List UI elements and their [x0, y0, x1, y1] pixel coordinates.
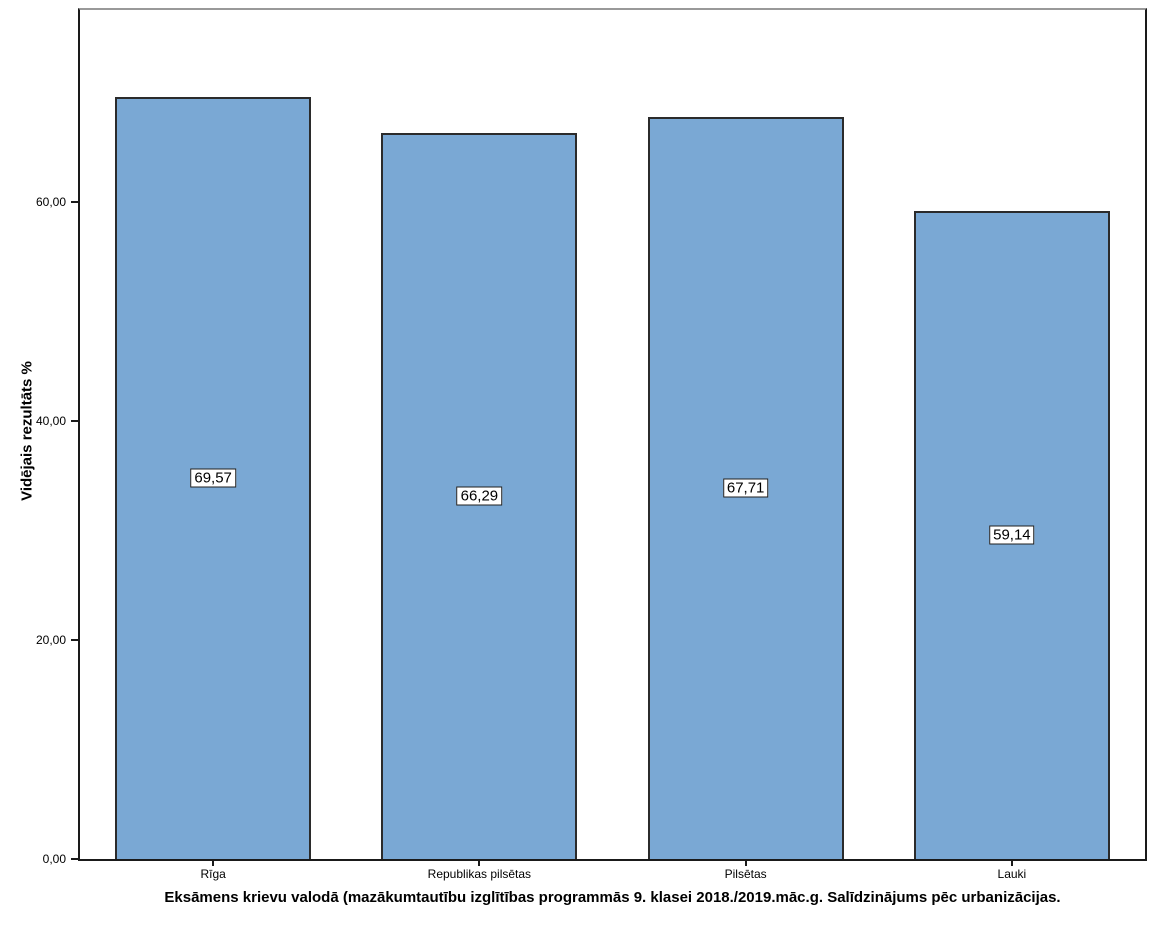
y-axis: 0,00 20,00 40,00 60,00 [0, 10, 78, 866]
y-axis-tick [71, 419, 78, 422]
bar-value-label: 67,71 [722, 478, 769, 498]
x-axis-slot: Rīga [80, 861, 346, 887]
x-axis-tick [744, 861, 747, 866]
x-axis-slot: Pilsētas [613, 861, 879, 887]
y-tick-label: 0,00 [42, 852, 66, 866]
x-category-label: Rīga [200, 867, 226, 881]
x-category-label: Pilsētas [724, 867, 767, 881]
plot-area: 69,57 66,29 67,71 59,14 [78, 8, 1147, 861]
x-axis-slot: Lauki [879, 861, 1145, 887]
y-axis-tick [71, 638, 78, 641]
y-axis-tick [71, 858, 78, 860]
y-tick-label: 20,00 [35, 632, 66, 647]
x-axis: Rīga Republikas pilsētas Pilsētas Lauki [80, 861, 1145, 887]
y-tick-label: 60,00 [35, 194, 66, 209]
bar-value-label: 66,29 [456, 486, 503, 506]
x-category-label: Lauki [997, 867, 1027, 881]
y-tick-label: 40,00 [35, 413, 66, 428]
x-category-label: Republikas pilsētas [427, 867, 532, 881]
x-axis-tick [1010, 861, 1013, 866]
bar-value-label: 59,14 [989, 525, 1035, 545]
y-axis-tick [71, 200, 78, 203]
x-axis-tick [478, 861, 481, 866]
chart-title: Eksāmens krievu valodā (mazākumtautību i… [164, 889, 1061, 906]
bar-value-label: 69,57 [190, 468, 236, 488]
x-axis-tick [212, 861, 215, 866]
x-axis-slot: Republikas pilsētas [346, 861, 612, 887]
